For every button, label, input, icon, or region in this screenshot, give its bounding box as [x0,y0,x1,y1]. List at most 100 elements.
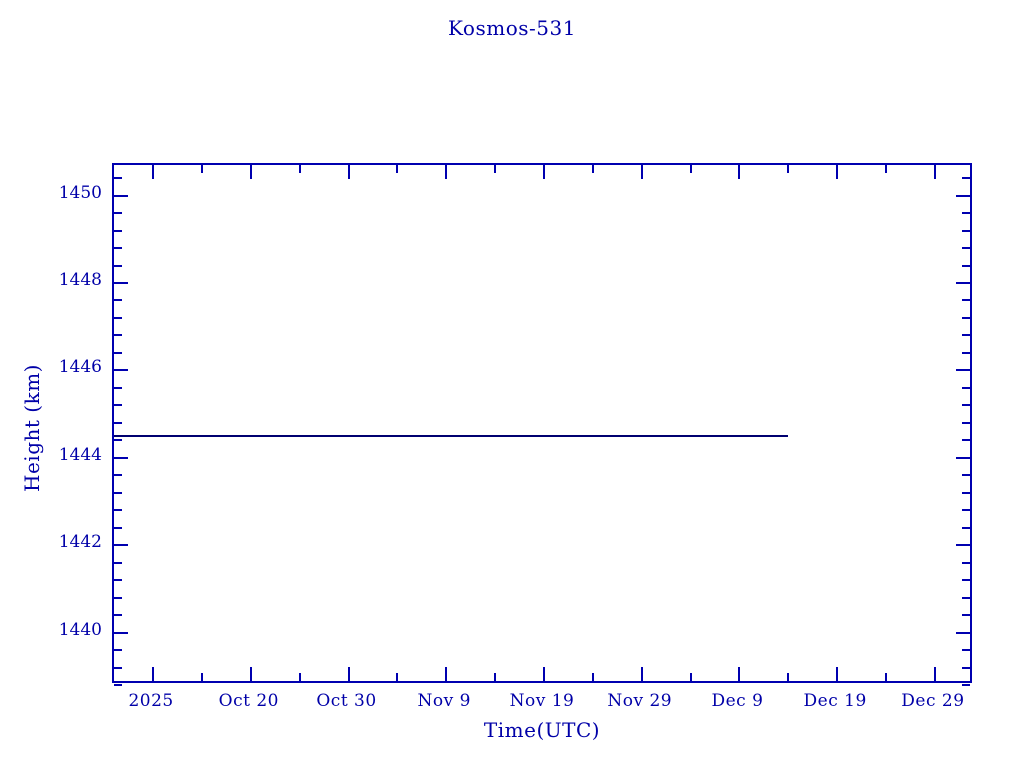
y-axis-minor-tick [962,666,970,669]
x-axis-minor-tick [689,165,692,173]
y-axis-minor-tick [962,649,970,652]
y-axis-major-tick [956,544,970,547]
x-axis-tick-label: Nov 19 [509,691,575,711]
y-axis-minor-tick [962,404,970,407]
x-axis-major-tick [152,667,155,681]
y-axis-major-tick [956,631,970,634]
y-axis-minor-tick [114,684,122,686]
x-axis-major-tick [445,667,448,681]
x-axis-major-tick [152,165,155,179]
x-axis-minor-tick [200,165,203,173]
y-axis-tick-label: 1444 [58,444,102,465]
y-axis-minor-tick [962,334,970,337]
y-axis-minor-tick [962,421,970,424]
y-axis-minor-tick [962,264,970,267]
y-axis-tick-label: 1446 [58,357,102,378]
y-axis-minor-tick [114,247,122,250]
x-axis-tick-label: Dec 19 [803,691,867,711]
y-axis-minor-tick [114,264,122,267]
y-axis-minor-tick [962,439,970,442]
y-axis-minor-tick [114,334,122,337]
y-axis-minor-tick [962,316,970,319]
y-axis-minor-tick [114,177,122,180]
y-axis-minor-tick [962,684,970,686]
x-axis-minor-tick [494,165,497,173]
x-axis-major-tick [543,667,545,681]
y-axis-minor-tick [962,247,970,250]
x-axis-major-tick [347,165,350,179]
y-axis-minor-tick [114,614,122,617]
x-axis-major-tick [640,165,643,179]
x-axis-major-tick [836,667,839,681]
y-axis-minor-tick [962,596,970,599]
y-axis-major-tick [956,281,970,284]
y-axis-minor-tick [114,491,122,494]
y-axis-minor-tick [962,351,970,354]
x-axis-major-tick [738,165,741,179]
y-axis-minor-tick [114,649,122,652]
y-axis-minor-tick [962,614,970,617]
x-axis-minor-tick [494,673,497,681]
y-axis-minor-tick [114,526,122,529]
y-axis-minor-tick [114,509,122,512]
x-axis-major-tick [347,667,350,681]
y-axis-minor-tick [962,579,970,582]
y-axis-minor-tick [962,229,970,232]
x-axis-major-tick [640,667,643,681]
x-axis-minor-tick [396,165,399,173]
y-axis-minor-tick [114,439,122,442]
y-axis-major-tick [114,281,128,284]
x-axis-tick-label: Oct 30 [316,691,377,711]
y-axis-major-tick [114,369,128,372]
x-axis-minor-tick [200,673,203,681]
y-axis-major-tick [956,369,970,372]
x-axis-title: Time(UTC) [483,718,601,742]
x-axis-major-tick [933,165,936,179]
y-axis-minor-tick [114,386,122,389]
y-axis-minor-tick [962,491,970,494]
y-axis-minor-tick [114,316,122,319]
y-axis-minor-tick [962,177,970,180]
y-axis-minor-tick [114,351,122,354]
y-axis-minor-tick [962,386,970,389]
x-axis-major-tick [933,667,936,681]
y-axis-minor-tick [114,579,122,582]
plot-area [112,163,972,686]
y-axis-tick-label: 1442 [58,532,102,553]
x-axis-major-tick [445,165,448,179]
x-axis-minor-tick [689,673,692,681]
y-axis-minor-tick [962,299,970,302]
y-axis-minor-tick [962,561,970,564]
y-axis-title: Height (km) [20,364,44,492]
x-axis-tick-label: Dec 9 [711,691,764,711]
y-axis-major-tick [956,456,970,459]
y-axis-minor-tick [962,526,970,529]
chart-title: Kosmos-531 [448,16,576,40]
x-axis-tick-label: 2025 [128,691,174,711]
x-axis-minor-tick [298,673,301,681]
x-axis-major-tick [836,165,839,179]
y-axis-major-tick [956,194,970,197]
x-axis-tick-label: Oct 20 [218,691,279,711]
y-axis-tick-label: 1448 [58,269,102,290]
y-axis-tick-label: 1440 [58,619,102,640]
x-axis-minor-tick [787,165,790,173]
y-axis-major-tick [114,631,128,634]
x-axis-major-tick [249,165,252,179]
y-axis-minor-tick [962,474,970,477]
y-axis-minor-tick [114,212,122,215]
y-axis-minor-tick [114,229,122,232]
y-axis-major-tick [114,194,128,197]
y-axis-minor-tick [114,596,122,599]
x-axis-minor-tick [591,673,594,681]
x-axis-minor-tick [885,673,888,681]
y-axis-minor-tick [114,299,122,302]
x-axis-tick-label: Nov 9 [417,691,471,711]
y-axis-minor-tick [114,421,122,424]
y-axis-major-tick [114,456,128,459]
y-axis-minor-tick [114,474,122,477]
y-axis-minor-tick [962,212,970,215]
y-axis-minor-tick [114,404,122,407]
y-axis-minor-tick [114,666,122,669]
